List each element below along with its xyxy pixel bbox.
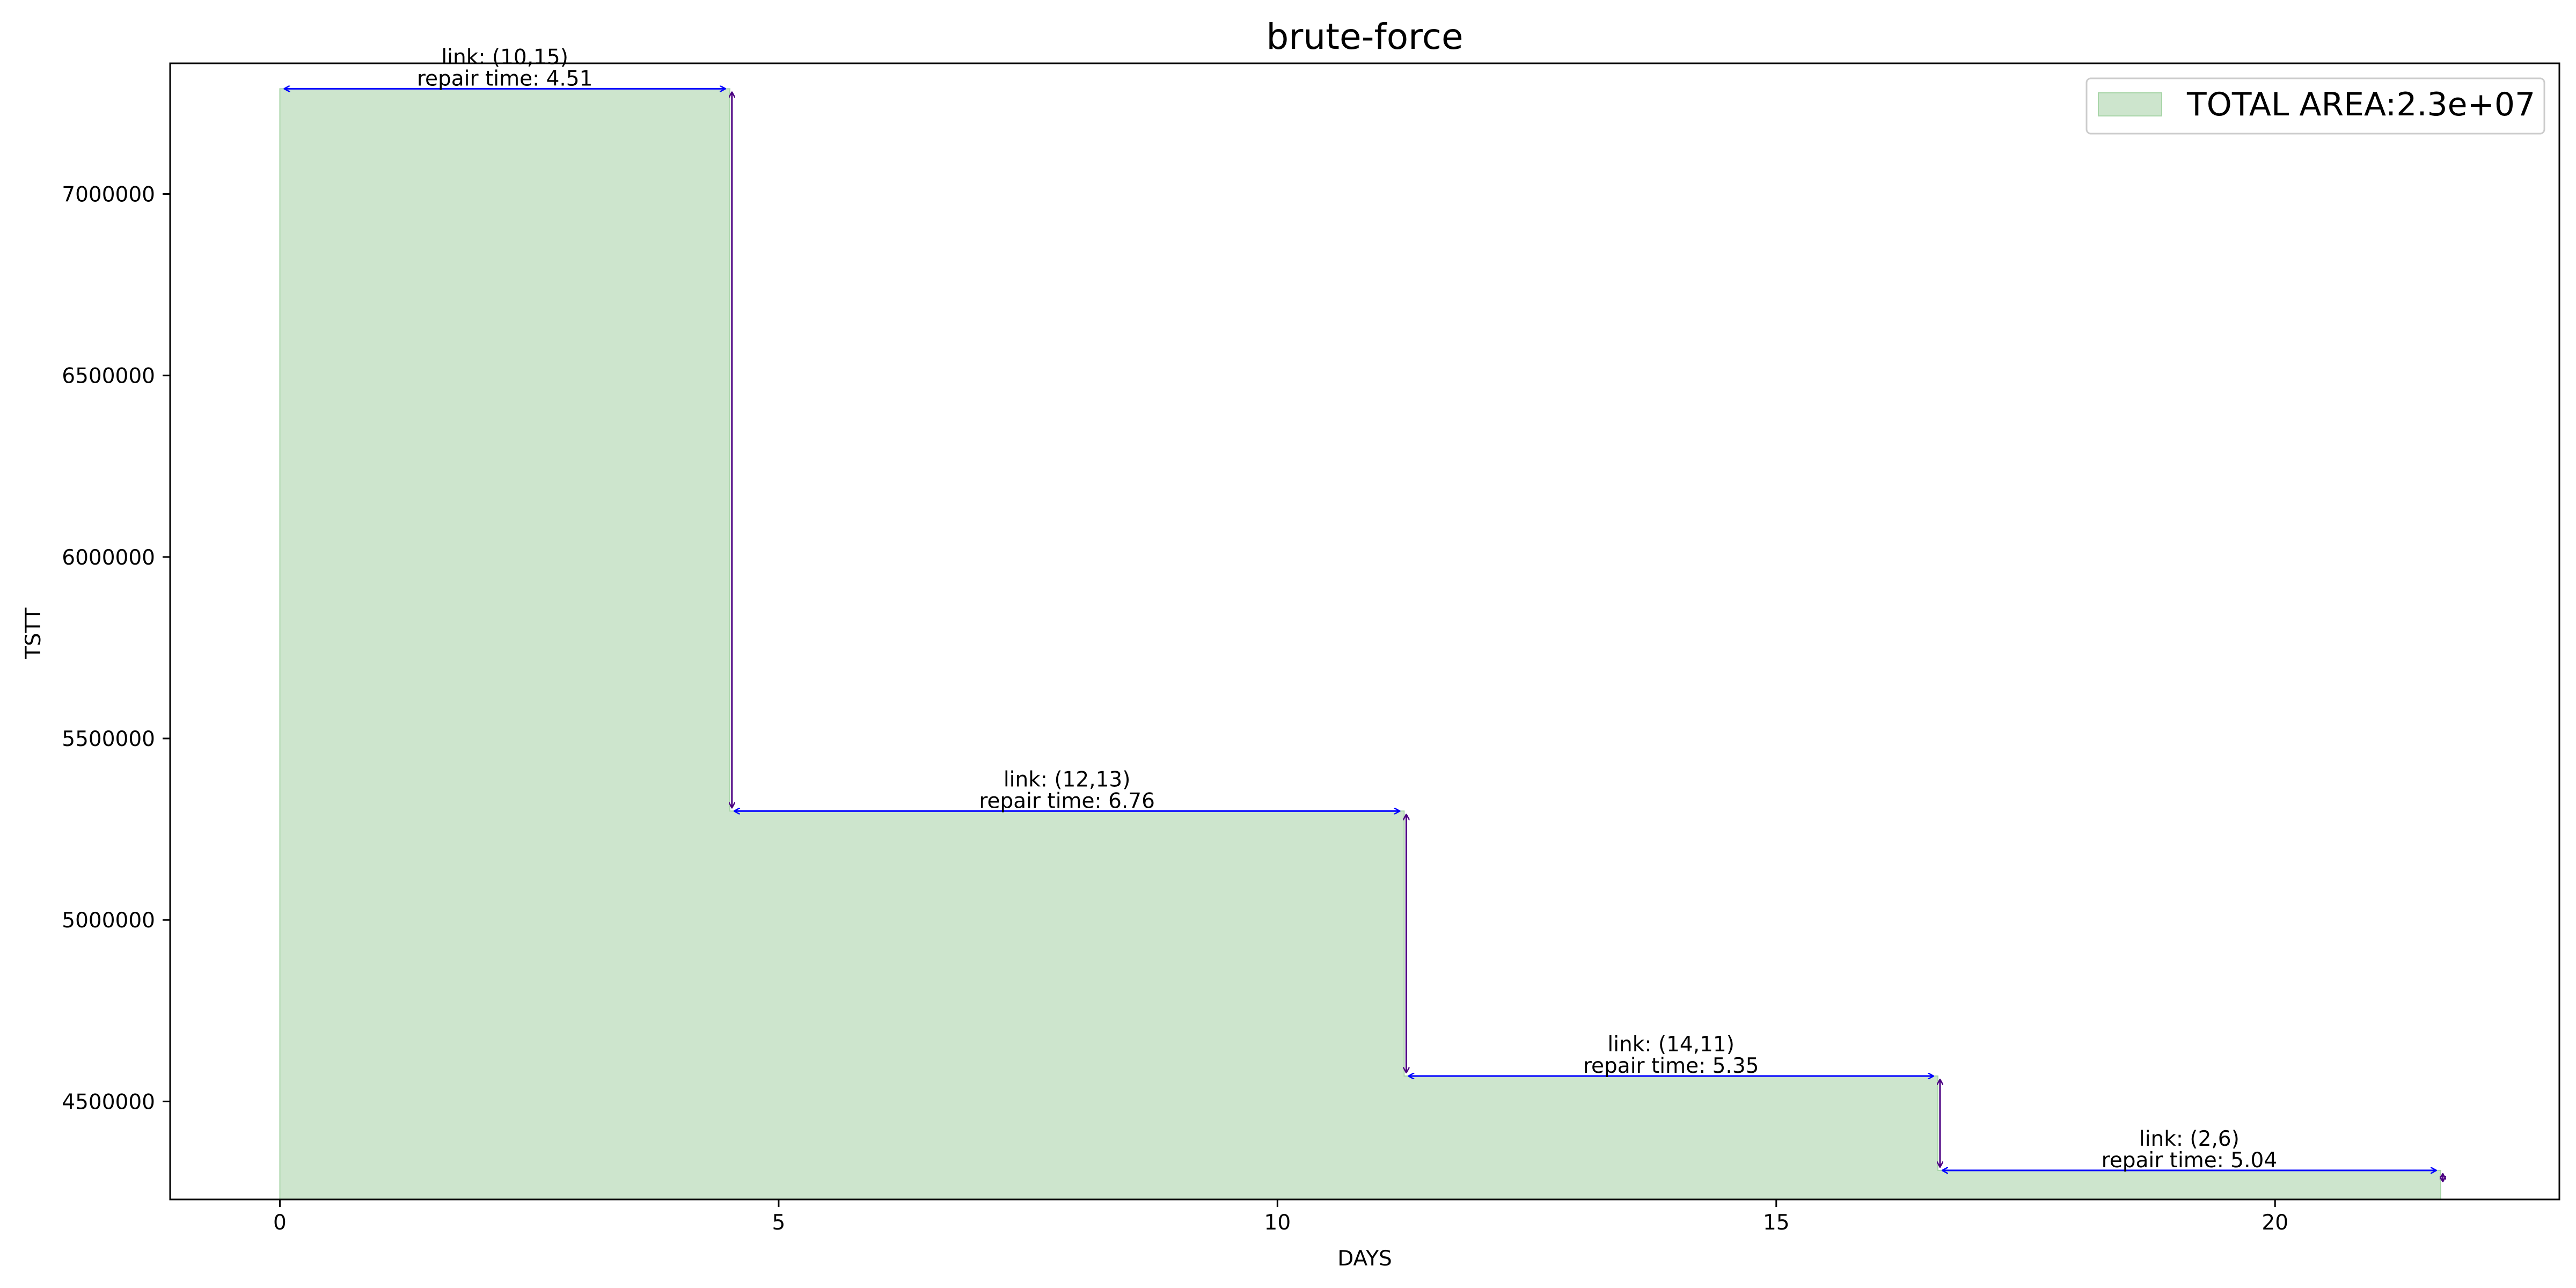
y-tick-label-4: 6500000 [62, 364, 155, 389]
y-axis-label: TSTT [21, 608, 46, 660]
y-tick-label-2: 5500000 [62, 727, 155, 751]
legend: TOTAL AREA:2.3e+07 [2085, 77, 2545, 135]
link-label-1: link: (12,13) [1004, 767, 1131, 792]
x-tick-label-3: 15 [1763, 1211, 1790, 1235]
link-label-3: link: (2,6) [2139, 1127, 2240, 1151]
chart-title: brute-force [1266, 16, 1463, 57]
plot-area: link: (10,15)repair time: 4.51 link: (12,… [62, 45, 2560, 1235]
link-label-0: link: (10,15) [441, 45, 568, 69]
legend-label: TOTAL AREA:2.3e+07 [2186, 86, 2535, 123]
y-tick-label-3: 6000000 [62, 546, 155, 570]
y-tick-label-1: 5000000 [62, 909, 155, 933]
x-tick-label-1: 5 [772, 1211, 785, 1235]
tstt-area [279, 88, 2441, 1200]
repair-time-label-1: repair time: 6.76 [979, 789, 1155, 813]
y-tick-label-0: 4500000 [62, 1090, 155, 1114]
x-tick-label-4: 20 [2262, 1211, 2288, 1235]
x-axis-label: DAYS [1337, 1247, 1392, 1271]
repair-time-label-3: repair time: 5.04 [2102, 1148, 2278, 1173]
legend-frame [2085, 77, 2545, 135]
repair-time-label-0: repair time: 4.51 [417, 67, 593, 91]
x-tick-label-2: 10 [1264, 1211, 1291, 1235]
y-tick-label-5: 7000000 [62, 182, 155, 207]
repair-time-label-2: repair time: 5.35 [1583, 1054, 1759, 1078]
legend-swatch [2098, 92, 2162, 116]
plot-frame [169, 62, 2560, 1201]
x-tick-label-0: 0 [273, 1211, 287, 1235]
link-label-2: link: (14,11) [1607, 1033, 1735, 1057]
